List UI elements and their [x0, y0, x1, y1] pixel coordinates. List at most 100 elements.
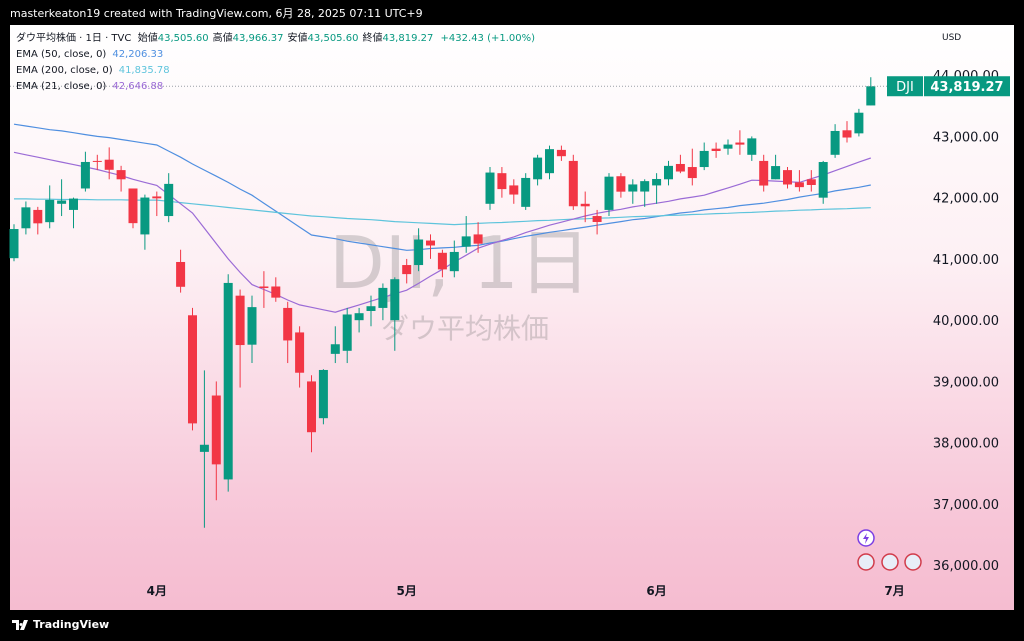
- indicator-name: EMA (21, close, 0): [16, 81, 107, 92]
- candle-body: [69, 198, 78, 210]
- y-tick-label: 40,000.00: [933, 314, 999, 329]
- indicator-legend: EMA (50, close, 0) 42,206.33 EMA (200, clo…: [16, 47, 535, 95]
- brand: TradingView: [12, 618, 109, 631]
- x-tick-label: 6月: [646, 584, 666, 598]
- candle-body: [342, 314, 352, 351]
- candle-body: [568, 160, 578, 207]
- candle-body: [354, 313, 364, 321]
- candle-body: [211, 395, 221, 465]
- candle-body: [235, 295, 245, 346]
- candle-body: [521, 177, 531, 207]
- y-tick-label: 38,000.00: [933, 437, 999, 452]
- candle-body: [842, 130, 852, 138]
- watermark: DJI, 1日: [329, 221, 591, 305]
- candle-body: [485, 172, 495, 204]
- news-icon[interactable]: [881, 553, 899, 571]
- y-tick-label: 43,000.00: [933, 130, 999, 145]
- candle-body: [533, 157, 543, 180]
- currency-label: USD: [942, 33, 961, 43]
- candle-body: [9, 229, 19, 259]
- candle-body: [378, 287, 388, 308]
- brand-logo: [12, 619, 28, 630]
- indicator-value: 42,206.33: [112, 49, 164, 60]
- indicator-row[interactable]: EMA (200, close, 0) 41,835.78: [16, 63, 535, 79]
- candle-body: [164, 183, 174, 217]
- candle-body: [806, 179, 816, 185]
- change: +432.43 (+1.00%): [440, 33, 536, 44]
- ohlc-label: 高値: [212, 33, 233, 44]
- y-tick-label: 36,000.00: [933, 559, 999, 574]
- ohlc-value: 43,966.37: [232, 33, 284, 44]
- candle-body: [687, 167, 697, 179]
- candle-body: [592, 216, 602, 222]
- candle-body: [747, 138, 757, 155]
- candle-body: [794, 182, 804, 188]
- candle-body: [866, 86, 876, 106]
- candle-body: [628, 184, 638, 192]
- candle-body: [449, 251, 459, 272]
- indicator-row[interactable]: EMA (50, close, 0) 42,206.33: [16, 47, 535, 63]
- candle-body: [699, 150, 709, 168]
- ohlc-values: 始値43,505.60 高値43,966.37 安値43,505.60 終値43,81…: [138, 33, 438, 44]
- ohlc-value: 43,505.60: [307, 33, 359, 44]
- candle-body: [295, 332, 305, 373]
- ohlc-value: 43,505.60: [157, 33, 209, 44]
- candle-body: [21, 207, 31, 229]
- ohlc-label: 始値: [137, 33, 158, 44]
- candle-body: [116, 170, 126, 180]
- indicator-name: EMA (50, close, 0): [16, 49, 107, 60]
- candle-body: [140, 197, 150, 235]
- candle-body: [723, 144, 733, 149]
- candle-body: [188, 315, 197, 424]
- candle-body: [509, 185, 519, 195]
- candle-body: [45, 199, 55, 223]
- ema-line: [13, 123, 871, 251]
- indicator-row[interactable]: EMA (21, close, 0) 42,646.88: [16, 79, 535, 95]
- candle-body: [426, 240, 435, 246]
- candle-body: [604, 176, 614, 210]
- candle-body: [104, 159, 114, 170]
- candle-body: [711, 148, 721, 151]
- candle-body: [283, 307, 293, 341]
- x-tick-label: 4月: [147, 584, 167, 598]
- news-icon[interactable]: [904, 553, 922, 571]
- candle-body: [461, 236, 471, 247]
- candle-body: [735, 142, 745, 145]
- price-tag-label: 43,819.27: [930, 80, 1003, 95]
- candle-body: [259, 286, 269, 289]
- candle-body: [437, 252, 447, 270]
- candle-body: [640, 181, 650, 192]
- candle-body: [402, 265, 412, 275]
- candle-body: [414, 239, 424, 266]
- candle-body: [616, 176, 626, 192]
- candle-body: [176, 261, 186, 287]
- x-tick-label: 7月: [884, 584, 904, 598]
- news-icon[interactable]: [857, 553, 875, 571]
- candle-body: [199, 444, 209, 452]
- candle-body: [57, 200, 67, 204]
- price-tag-symbol-bg: [887, 76, 923, 97]
- candle-body: [80, 161, 90, 189]
- ohlc-row: ダウ平均株価 · 1日 · TVC 始値43,505.60 高値43,966.37…: [16, 31, 535, 47]
- price-tag-symbol: DJI: [896, 80, 914, 95]
- watermark-subtitle: ダウ平均株価: [381, 312, 549, 345]
- event-icon-glyph: [863, 533, 869, 544]
- candle-body: [854, 112, 864, 134]
- candle-body: [771, 166, 781, 180]
- candle-body: [128, 188, 138, 224]
- symbol-title: ダウ平均株価 · 1日 · TVC: [16, 33, 132, 44]
- price-tag-bg: [924, 76, 1010, 97]
- y-tick-label: 42,000.00: [933, 192, 999, 207]
- candle-body: [652, 178, 662, 186]
- candle-body: [366, 306, 376, 311]
- candle-body: [390, 279, 400, 321]
- candle-body: [247, 307, 257, 345]
- candle-body: [497, 173, 507, 190]
- ohlc-label: 終値: [362, 33, 383, 44]
- candle-body: [307, 381, 316, 433]
- ohlc-label: 安値: [287, 33, 308, 44]
- candle-body: [318, 369, 328, 419]
- y-tick-label: 41,000.00: [933, 253, 999, 268]
